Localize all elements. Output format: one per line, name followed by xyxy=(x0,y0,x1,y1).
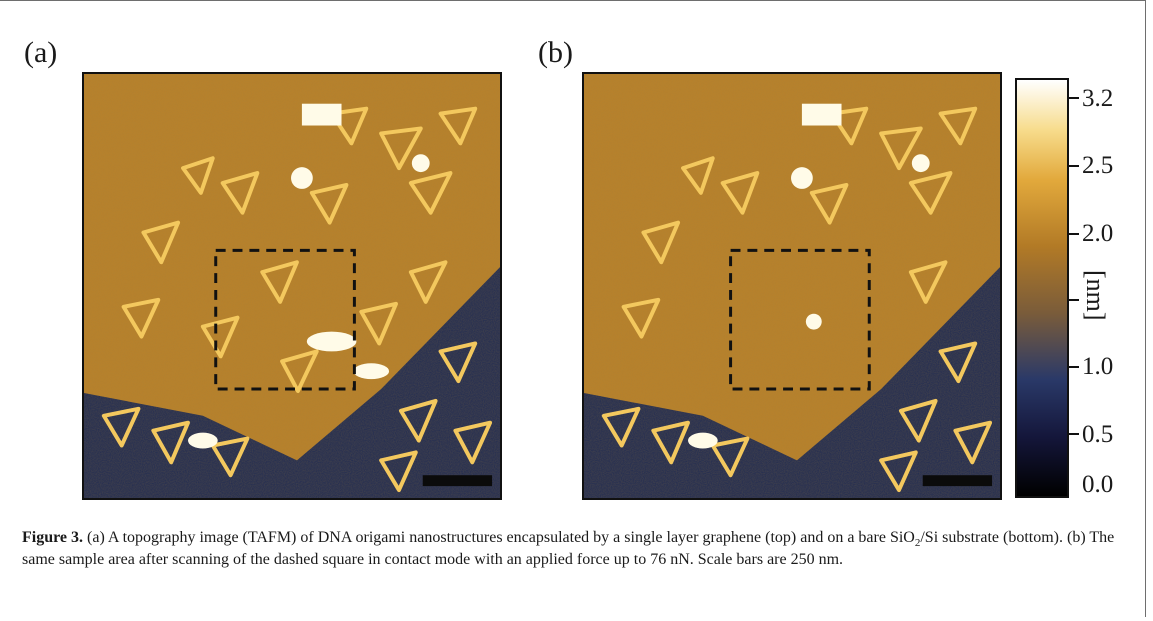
colorbar-tick xyxy=(1069,165,1079,167)
noise-texture xyxy=(84,74,500,498)
caption-subscript: 2 xyxy=(914,537,921,550)
caption-text-part1: (a) A topography image (TAFM) of DNA ori… xyxy=(83,529,915,546)
caption-text-part2: /Si substrate (bottom). (b) The same sam… xyxy=(22,529,1115,568)
colorbar-tick-label: 0.0 xyxy=(1082,471,1114,498)
figure-caption: Figure 3. (a) A topography image (TAFM) … xyxy=(22,527,1132,571)
colorbar-tick xyxy=(1069,97,1079,99)
scan-region-square xyxy=(214,248,356,391)
colorbar-tick-label: 1.0 xyxy=(1082,353,1114,380)
scan-region-square xyxy=(729,248,871,391)
noise-texture xyxy=(584,74,1000,498)
scale-bar xyxy=(922,475,993,487)
colorbar-tick xyxy=(1069,299,1079,301)
colorbar-unit-label: [nm] xyxy=(1081,270,1110,321)
colorbar-tick-label: 2.0 xyxy=(1082,220,1114,247)
afm-image-a xyxy=(82,72,502,500)
panel-label-b: (b) xyxy=(538,36,573,69)
caption-lead: Figure 3. xyxy=(22,529,84,546)
colorbar-tick xyxy=(1069,366,1079,368)
colorbar-tick-label: 2.5 xyxy=(1082,152,1114,179)
afm-image-b xyxy=(582,72,1002,500)
bright-features xyxy=(688,103,930,449)
colorbar-tick xyxy=(1069,433,1079,435)
colorbar-tick xyxy=(1069,233,1079,235)
panel-label-a: (a) xyxy=(24,36,58,69)
colorbar-tick-label: 0.5 xyxy=(1082,421,1114,448)
colorbar-tick-label: 3.2 xyxy=(1082,85,1114,112)
scale-bar xyxy=(422,475,493,487)
bright-features xyxy=(188,103,430,449)
origami-structures xyxy=(101,106,493,493)
colorbar-gradient xyxy=(1017,80,1067,496)
origami-structures xyxy=(601,106,993,493)
colorbar xyxy=(1015,78,1069,498)
